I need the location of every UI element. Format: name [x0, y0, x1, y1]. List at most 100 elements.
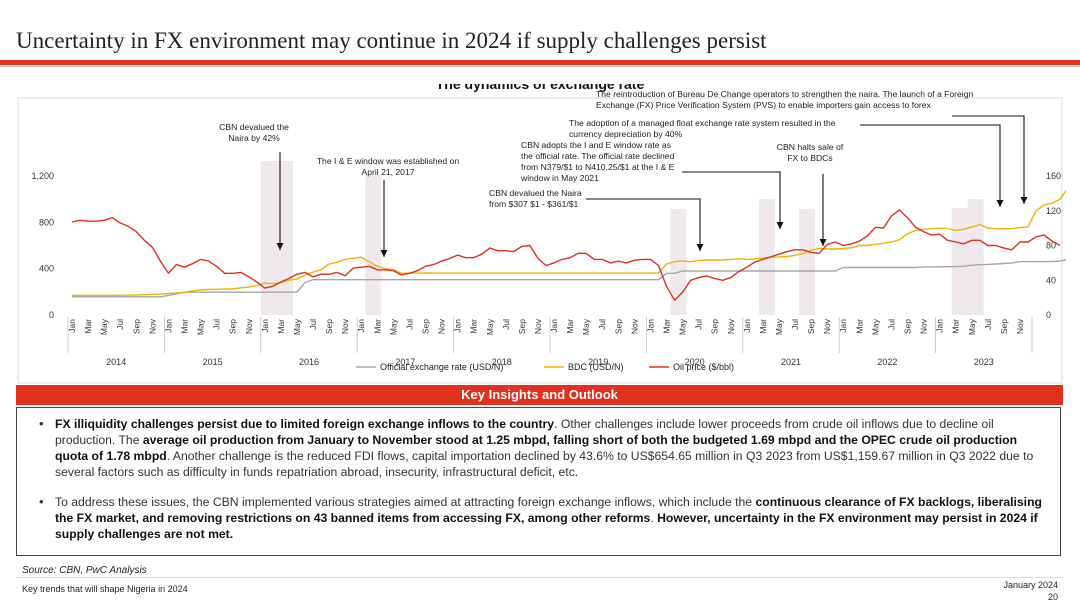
month-tick-label: Nov [726, 318, 736, 334]
annotation-arrow-head [696, 244, 704, 251]
month-tick-label: Jul [886, 319, 896, 330]
left-axis-tick-label: 400 [39, 264, 54, 274]
month-tick-label: May [485, 318, 495, 335]
insight-text-run: . Other challenges include lower proceed… [55, 417, 994, 447]
month-tick-label: May [196, 318, 206, 335]
month-tick-label: May [388, 318, 398, 335]
year-label: 2016 [299, 357, 319, 367]
month-tick-label: Nov [822, 318, 832, 334]
annotation-text: The I & E window was established on [317, 156, 460, 166]
month-tick-label: Mar [276, 319, 286, 334]
month-tick-label: May [870, 318, 880, 335]
annotation-text: April 21, 2017 [361, 167, 414, 177]
annotation-arrow-head [996, 200, 1004, 207]
month-tick-label: May [581, 318, 591, 335]
month-tick-label: Sep [420, 319, 430, 334]
annotation-text: CBN halts sale of [777, 142, 844, 152]
event-highlight-band [365, 175, 382, 315]
annotation-text: Exchange (FX) Price Verification System … [596, 100, 932, 110]
annotation-text: from $307 $1 - $361/$1 [489, 199, 579, 209]
annotation-arrow-head [819, 239, 827, 246]
month-tick-label: Sep [613, 319, 623, 334]
month-tick-label: Nov [1015, 318, 1025, 334]
legend-label: BDC (USD/N) [568, 362, 624, 372]
month-tick-label: Nov [244, 318, 254, 334]
month-tick-label: Nov [147, 318, 157, 334]
month-tick-label: Sep [806, 319, 816, 334]
month-tick-label: Jan [935, 319, 945, 333]
annotation-text: CBN devalued the [219, 122, 289, 132]
month-tick-label: Mar [854, 319, 864, 334]
month-tick-label: Sep [710, 319, 720, 334]
annotation-text: FX to BDCs [787, 153, 832, 163]
annotation-text: CBN devalued the Naira [489, 188, 582, 198]
event-highlight-band [260, 161, 293, 315]
month-tick-label: Nov [919, 318, 929, 334]
annotation-text: from N379/$1 to N410.25/$1 at the I & E [521, 162, 675, 172]
exchange-rate-chart: 0 400 800 1,200 0 40 80 120 160 Jan Mar May Jul Sep No… [17, 84, 1066, 384]
month-tick-label: Sep [999, 319, 1009, 334]
month-tick-label: Nov [533, 318, 543, 334]
year-label: 2021 [781, 357, 801, 367]
insight-text-run: However, uncertainty in the FX environme… [55, 511, 1038, 541]
month-tick-label: Jan [645, 319, 655, 333]
event-highlight-band [967, 199, 984, 315]
month-tick-label: Jul [790, 319, 800, 330]
right-axis-tick-label: 120 [1046, 206, 1061, 216]
series-line-2 [72, 189, 1066, 297]
year-label: 2018 [492, 357, 512, 367]
footer-right: January 2024 20 [1003, 579, 1058, 603]
month-tick-label: Jul [308, 319, 318, 330]
chart-frame [17, 97, 1063, 384]
month-tick-label: Jul [983, 319, 993, 330]
annotation-arrow-head [380, 250, 388, 257]
event-highlight-band [799, 209, 816, 315]
year-label: 2014 [106, 357, 126, 367]
month-tick-label: Jul [597, 319, 607, 330]
annotation-text: the official rate. The official rate dec… [521, 151, 675, 161]
right-axis-tick-label: 80 [1046, 241, 1056, 251]
annotation-arrow-head [1020, 197, 1028, 204]
footer-document-title: Key trends that will shape Nigeria in 20… [22, 584, 188, 594]
year-label: 2017 [395, 357, 415, 367]
annotation-text: window in May 2021 [520, 173, 599, 183]
annotation-text: The adoption of a managed float exchange… [569, 118, 836, 128]
footer-divider [16, 577, 1063, 578]
month-tick-label: Jan [838, 319, 848, 333]
month-tick-label: Nov [629, 318, 639, 334]
month-tick-label: May [967, 318, 977, 335]
chart-title: The dynamics of exchange rate [436, 84, 645, 92]
right-axis-tick-label: 40 [1046, 275, 1056, 285]
month-tick-label: Jan [356, 319, 366, 333]
month-tick-label: Jan [549, 319, 559, 333]
year-label: 2023 [974, 357, 994, 367]
annotation-text: CBN adopts the I and E window rate as [521, 140, 671, 150]
year-label: 2020 [685, 357, 705, 367]
left-axis-tick-label: 0 [49, 310, 54, 320]
annotation-text: The reintroduction of Bureau De Change o… [596, 89, 973, 99]
month-tick-label: Mar [758, 319, 768, 334]
month-tick-label: Mar [661, 319, 671, 334]
annotation-arrow-head [776, 222, 784, 229]
month-tick-label: Sep [228, 319, 238, 334]
month-tick-label: Jul [694, 319, 704, 330]
title-divider-light [0, 66, 1080, 67]
insight-text-run: average oil production from January to N… [55, 433, 1018, 463]
left-axis-tick-label: 1,200 [31, 171, 54, 181]
series-line-1 [72, 259, 1066, 298]
month-tick-label: Jan [453, 319, 463, 333]
month-tick-label: Jan [163, 319, 173, 333]
month-tick-label: Jul [501, 319, 511, 330]
annotation-text: Naira by 42% [228, 133, 280, 143]
legend-label: Oil price ($/bbl) [673, 362, 734, 372]
footer-date: January 2024 [1003, 580, 1058, 590]
month-tick-label: Mar [565, 319, 575, 334]
insight-text-run: FX illiquidity challenges persist due to… [55, 417, 555, 431]
annotation-arrow [860, 124, 1001, 207]
year-label: 2015 [203, 357, 223, 367]
series-line-3 [71, 209, 1061, 301]
annotation-arrow [952, 115, 1025, 204]
month-tick-label: Nov [437, 318, 447, 334]
month-tick-label: Jan [742, 319, 752, 333]
month-tick-label: Sep [902, 319, 912, 334]
